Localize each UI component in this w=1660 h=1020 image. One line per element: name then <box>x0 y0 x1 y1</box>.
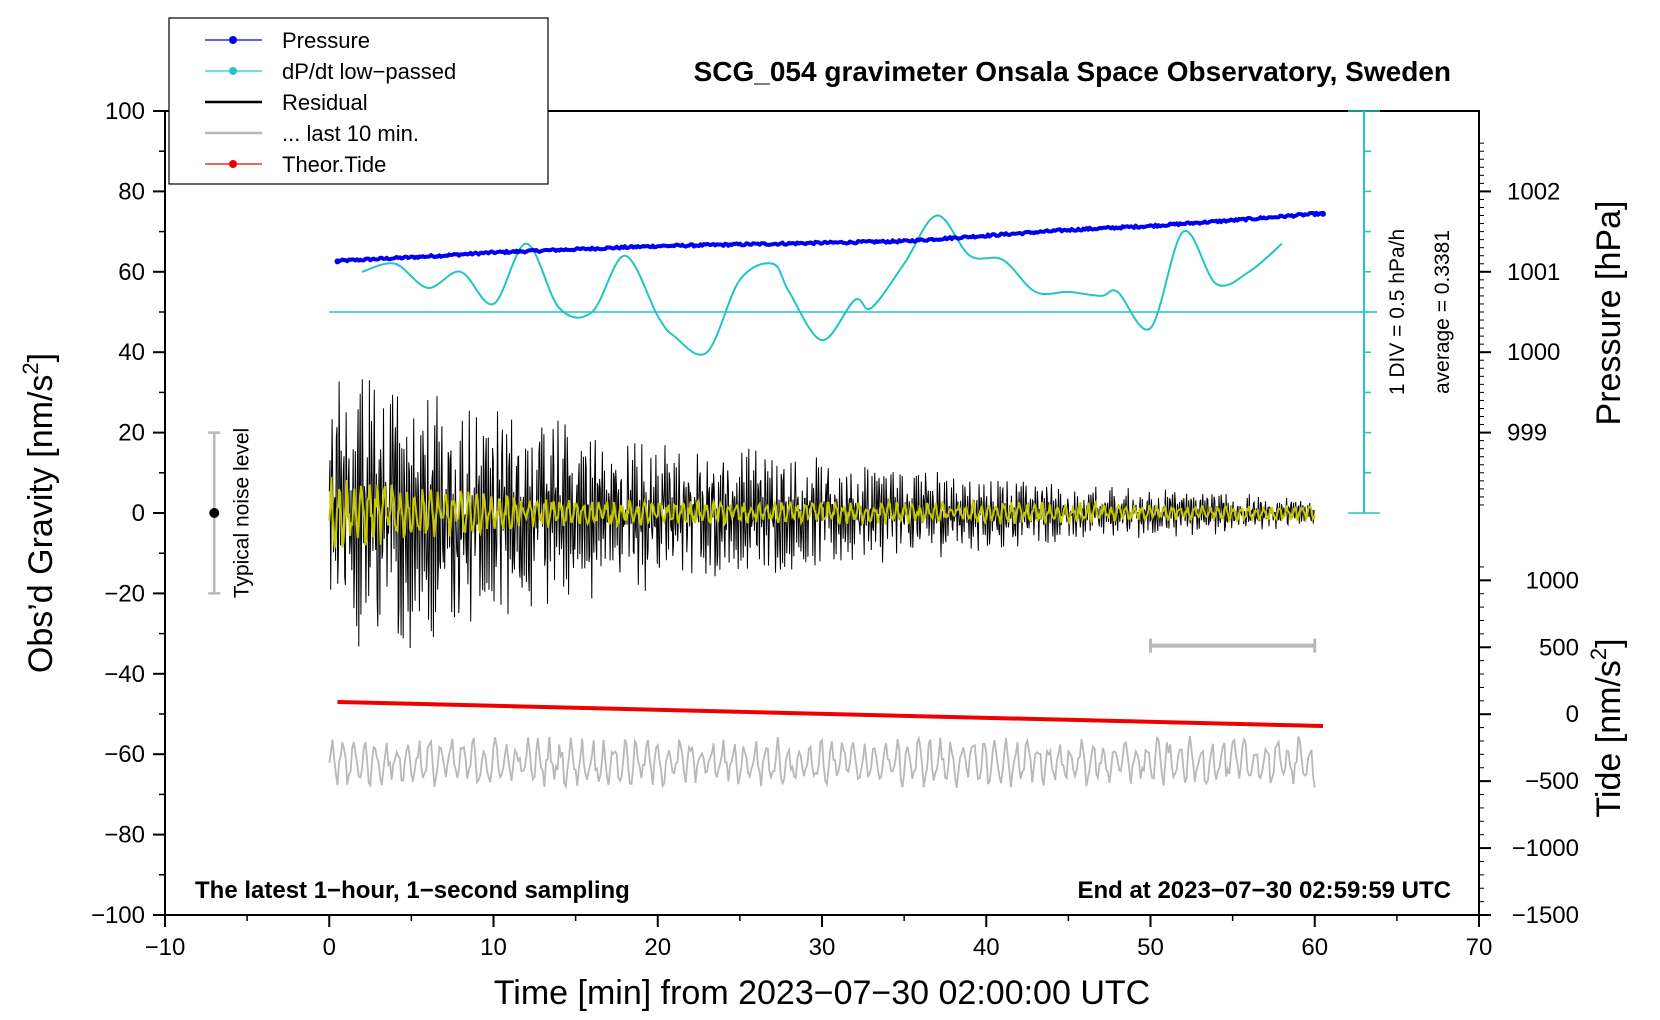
y-tick-label: 100 <box>105 98 145 125</box>
x-tick-label: 30 <box>809 934 836 961</box>
y-axis-pressure: 1002 1001 1000 999 <box>1479 142 1560 506</box>
last-10-min-line <box>328 735 1316 790</box>
x-tick-label: −10 <box>145 934 186 961</box>
noise-bar-center <box>209 508 220 518</box>
pressure-tick-label: 999 <box>1507 420 1547 447</box>
y-tick-label: 0 <box>132 500 145 527</box>
y-tick-label: −20 <box>104 580 145 607</box>
x-tick-label: 10 <box>480 934 507 961</box>
tide-tick-label: −500 <box>1525 768 1579 795</box>
tide-tick-label: −1500 <box>1512 902 1579 929</box>
x-axis: −10 0 10 20 30 40 50 60 70 <box>145 915 1493 961</box>
legend-label: ... last 10 min. <box>282 121 419 146</box>
legend: Pressure dP/dt low−passed Residual ... last… <box>168 17 549 185</box>
theoretical-tide-series <box>337 699 1324 729</box>
pressure-tick-label: 1001 <box>1507 259 1560 286</box>
pressure-point <box>1319 210 1326 217</box>
y-axis-pressure-title: Pressure [hPa] <box>1590 201 1628 426</box>
x-tick-label: 40 <box>973 934 1000 961</box>
noise-level-bar: Typical noise level <box>208 428 253 598</box>
pressure-line <box>336 210 1324 264</box>
x-tick-label: 70 <box>1466 934 1493 961</box>
residual-smoothed-line <box>328 476 1316 549</box>
legend-label: dP/dt low−passed <box>282 59 456 84</box>
y-tick-label: −60 <box>104 741 145 768</box>
tide-tick-label: 1000 <box>1526 567 1579 594</box>
dpdt-series <box>361 214 1283 356</box>
legend-marker <box>229 36 237 44</box>
legend-marker <box>229 160 237 168</box>
y-axis-tide-title: Tide [nm/s2] <box>1586 638 1628 817</box>
pressure-scale-label-2: average = 0.3381 <box>1431 230 1454 394</box>
pressure-scale-bar: 1 DIV = 0.5 hPa/h average = 0.3381 <box>1348 110 1454 514</box>
pressure-series <box>334 210 1326 265</box>
noise-bar-label: Typical noise level <box>230 428 253 598</box>
tide-tick-label: 0 <box>1566 701 1579 728</box>
last-10-min-series <box>328 735 1316 790</box>
y-axis-tide: 1000 500 0 −500 −1000 −1500 <box>1479 566 1579 929</box>
x-tick-label: 60 <box>1301 934 1328 961</box>
residual-series <box>328 379 1316 649</box>
legend-label: Pressure <box>282 28 370 53</box>
legend-label: Residual <box>282 90 368 115</box>
y-tick-label: −100 <box>91 902 145 929</box>
residual-line <box>328 379 1316 649</box>
legend-marker <box>229 67 237 75</box>
x-tick-label: 0 <box>323 934 336 961</box>
y-tick-label: −40 <box>104 661 145 688</box>
y-tick-label: −80 <box>104 822 145 849</box>
pressure-tick-label: 1002 <box>1507 178 1560 205</box>
y-tick-label: 80 <box>118 178 145 205</box>
chart-title: SCG_054 gravimeter Onsala Space Observat… <box>694 56 1451 87</box>
x-axis-title: Time [min] from 2023−07−30 02:00:00 UTC <box>494 974 1150 1012</box>
y-tick-label: 40 <box>118 339 145 366</box>
x-tick-label: 50 <box>1137 934 1164 961</box>
pressure-point <box>334 258 341 265</box>
annotation-end-time: End at 2023−07−30 02:59:59 UTC <box>1077 877 1451 904</box>
dpdt-line <box>361 214 1283 356</box>
residual-smoothed-series <box>328 476 1316 549</box>
y-tick-label: 60 <box>118 259 145 286</box>
y-axis-left-title: Obs’d Gravity [nm/s2] <box>18 353 60 673</box>
legend-label: Theor.Tide <box>282 152 386 177</box>
x-tick-label: 20 <box>644 934 671 961</box>
pressure-scale-label-1: 1 DIV = 0.5 hPa/h <box>1386 229 1409 395</box>
tide-tick-label: 500 <box>1539 634 1579 661</box>
pressure-tick-label: 1000 <box>1507 339 1560 366</box>
tide-line <box>337 699 1324 729</box>
annotation-sampling: The latest 1−hour, 1−second sampling <box>195 877 630 904</box>
tide-tick-label: −1000 <box>1512 835 1579 862</box>
ten-minute-bar <box>1149 638 1317 653</box>
y-axis-left: 100 80 60 40 20 0 −20 −40 −60 −80 −100 <box>91 98 165 929</box>
y-tick-label: 20 <box>118 420 145 447</box>
